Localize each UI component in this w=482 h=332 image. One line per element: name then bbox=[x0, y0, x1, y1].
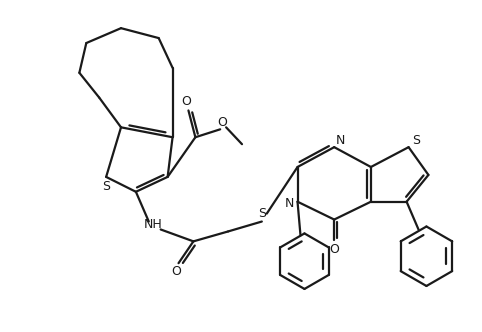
Text: O: O bbox=[182, 95, 191, 108]
Text: S: S bbox=[102, 180, 110, 193]
Text: S: S bbox=[413, 134, 420, 147]
Text: O: O bbox=[172, 265, 182, 278]
Text: N: N bbox=[285, 197, 295, 210]
Text: O: O bbox=[329, 243, 339, 256]
Text: S: S bbox=[258, 207, 266, 220]
Text: N: N bbox=[335, 134, 345, 147]
Text: O: O bbox=[217, 116, 227, 129]
Text: NH: NH bbox=[143, 218, 162, 231]
